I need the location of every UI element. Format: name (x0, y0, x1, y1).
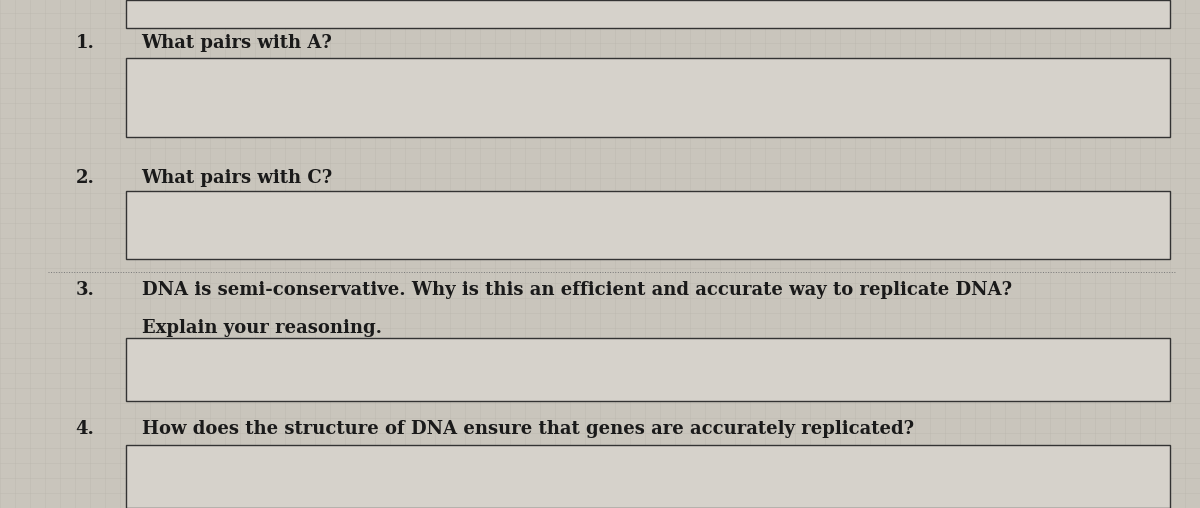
Text: What pairs with A?: What pairs with A? (142, 34, 332, 52)
Text: DNA is semi-conservative. Why is this an efficient and accurate way to replicate: DNA is semi-conservative. Why is this an… (142, 280, 1012, 299)
Text: 2.: 2. (76, 169, 95, 187)
Text: What pairs with C?: What pairs with C? (142, 169, 332, 187)
Text: How does the structure of DNA ensure that genes are accurately replicated?: How does the structure of DNA ensure tha… (142, 420, 913, 438)
FancyBboxPatch shape (126, 338, 1170, 401)
FancyBboxPatch shape (126, 444, 1170, 508)
Text: 3.: 3. (76, 280, 95, 299)
FancyBboxPatch shape (126, 190, 1170, 259)
FancyBboxPatch shape (126, 58, 1170, 137)
Text: 1.: 1. (76, 34, 95, 52)
FancyBboxPatch shape (126, 0, 1170, 28)
Text: 4.: 4. (76, 420, 95, 438)
Text: Explain your reasoning.: Explain your reasoning. (142, 319, 382, 337)
